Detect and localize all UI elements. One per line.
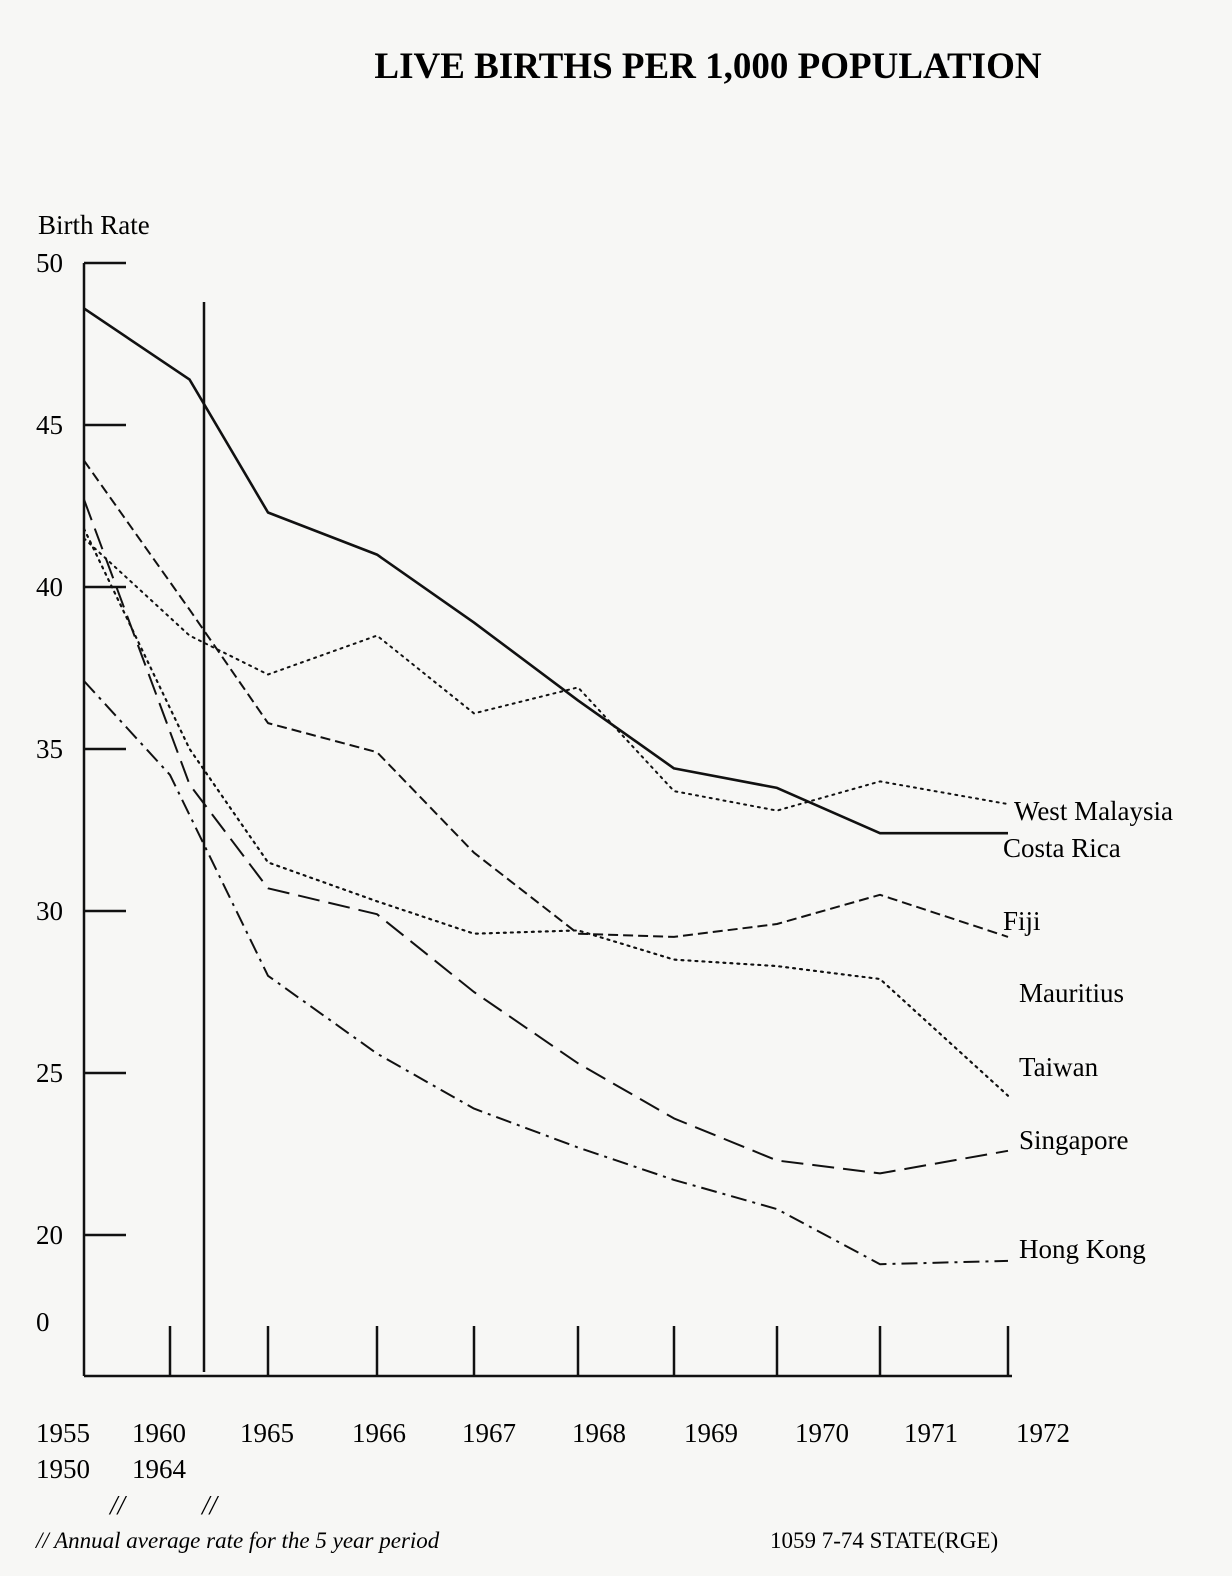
y-tick-label: 0 xyxy=(36,1307,50,1337)
period-marker: // xyxy=(108,1490,128,1520)
series-line-fiji xyxy=(83,460,1009,938)
series-line-hong-kong xyxy=(83,680,1009,1266)
source-code: 1059 7-74 STATE(RGE) xyxy=(770,1528,998,1553)
series-line-west-malaysia xyxy=(83,537,1009,812)
series-label: Hong Kong xyxy=(1019,1234,1146,1264)
y-tick-label: 35 xyxy=(36,734,63,764)
y-tick-label: 25 xyxy=(36,1058,63,1088)
x-ticks: 1955 1960 1965 1966 1967 1968 1969 1970 1971 1972… xyxy=(36,1326,1070,1484)
series-label: West Malaysia xyxy=(1014,796,1173,826)
y-tick-label: 40 xyxy=(36,572,63,602)
series-label: Costa Rica xyxy=(1003,833,1121,863)
footnote: // Annual average rate for the 5 year pe… xyxy=(34,1528,440,1553)
x-tick-label: 1965 xyxy=(240,1418,294,1448)
series-line-singapore xyxy=(83,499,1009,1175)
y-tick-label: 50 xyxy=(36,248,63,278)
y-tick-label: 30 xyxy=(36,896,63,926)
period-marker: // xyxy=(200,1490,220,1520)
series-line-mauritius xyxy=(83,527,1009,1097)
series-lines xyxy=(83,307,1009,1266)
series-label: Taiwan xyxy=(1019,1052,1099,1082)
x-tick-label: 1969 xyxy=(684,1418,738,1448)
series-label: Mauritius xyxy=(1019,978,1124,1008)
x-tick-label: 1972 xyxy=(1016,1418,1070,1448)
chart-title: LIVE BIRTHS PER 1,000 POPULATION xyxy=(374,46,1041,87)
x-tick-label: 1967 xyxy=(462,1418,516,1448)
y-axis-label: Birth Rate xyxy=(38,210,150,240)
x-tick-label: 1971 xyxy=(904,1418,958,1448)
x-tick-label: 1955 xyxy=(36,1418,90,1448)
y-tick-label: 45 xyxy=(36,410,63,440)
x-tick-label: 1970 xyxy=(795,1418,849,1448)
series-line-costa-rica xyxy=(83,307,1008,835)
axes xyxy=(82,263,1012,1378)
x-tick-label: 1968 xyxy=(572,1418,626,1448)
series-labels: West Malaysia Costa Rica Fiji Mauritius Taiw… xyxy=(1003,796,1173,1264)
series-label: Singapore xyxy=(1019,1125,1128,1155)
y-ticks: 50 45 40 35 30 25 20 0 xyxy=(36,248,126,1337)
x-tick-label: 1966 xyxy=(352,1418,406,1448)
series-label: Fiji xyxy=(1003,906,1041,936)
series-line-taiwan xyxy=(83,527,1009,1097)
y-tick-label: 20 xyxy=(36,1220,63,1250)
x-tick-label: 1960 xyxy=(132,1418,186,1448)
x-tick-label: 1964 xyxy=(132,1454,187,1484)
x-tick-label: 1950 xyxy=(36,1454,90,1484)
